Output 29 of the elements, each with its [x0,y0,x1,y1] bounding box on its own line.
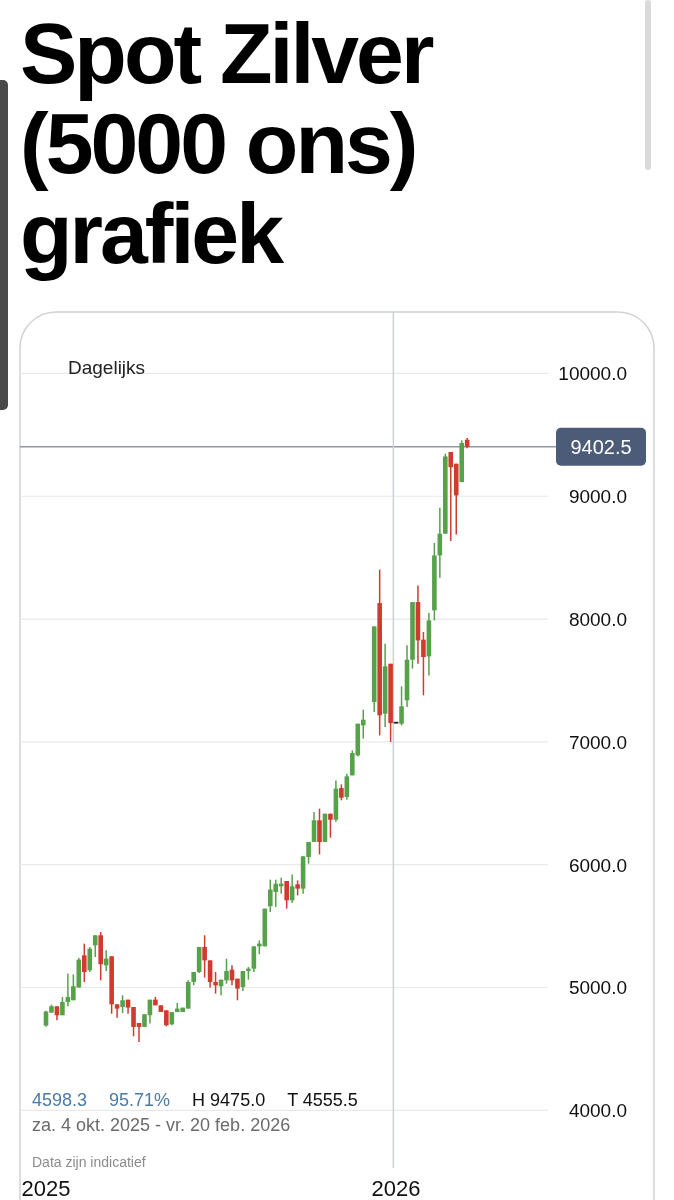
text: za. 4 okt. 2025 - vr. 20 feb. 2026 [32,1115,291,1135]
candlestick [114,1003,120,1019]
annotation: T 4555.5 [287,1090,358,1110]
candlestick [87,946,93,973]
ref-line-label: 9402.5 [570,435,632,458]
annotation: 4598.3 [32,1090,88,1110]
chart-title: Spot Zilver (5000 ons) grafiek [20,5,434,281]
y-tick-label: 7000.0 [568,731,627,753]
candlestick [92,934,98,958]
y-tick-label: 4000.0 [568,1100,627,1122]
y-tick-label: 9000.0 [568,486,627,508]
y-tick-label: 8000.0 [568,609,627,631]
text: Data zijn indicatief [32,1154,146,1170]
candlestick [213,971,218,995]
candlestick [317,807,322,856]
y-tick-label: 10000.0 [558,363,627,385]
candlestick [224,957,229,985]
candlestick [399,685,404,727]
y-tick-label: 6000.0 [568,854,627,876]
y-tick-label: 5000.0 [568,977,627,999]
candlestick [284,880,289,910]
annotation: 95.71% [109,1090,171,1110]
candlestick [202,934,207,979]
x-tick-label: 2025 [21,1176,71,1200]
annotation: H 9475.0 [192,1090,266,1110]
candlestick [421,631,426,697]
x-tick-label: 2026 [371,1176,421,1200]
candlestick [81,942,87,983]
annotation: Dagelijks [68,357,146,378]
